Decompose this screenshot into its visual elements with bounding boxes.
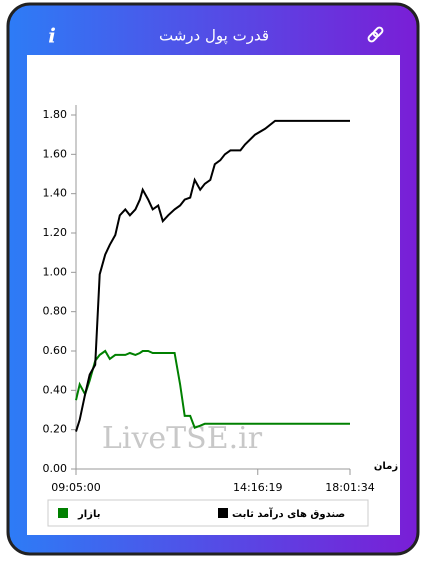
- y-tick-label: 1.00: [43, 265, 68, 278]
- series-line: [75, 349, 350, 429]
- legend-label: بازار: [77, 509, 100, 520]
- series-line: [75, 119, 350, 432]
- y-tick-label: 1.80: [43, 108, 68, 121]
- info-button[interactable]: i: [48, 24, 56, 48]
- legend-swatch: [58, 508, 68, 518]
- x-axis-label: زمان: [374, 461, 398, 472]
- chart-panel: [27, 55, 400, 535]
- y-tick-label: 1.60: [43, 147, 68, 160]
- header-title: قدرت پول درشت: [159, 27, 269, 46]
- y-tick-label: 1.20: [43, 226, 68, 239]
- link-icon[interactable]: [367, 26, 384, 43]
- x-tick-label: 09:05:00: [51, 481, 100, 494]
- y-tick-label: 0.40: [43, 383, 68, 396]
- x-tick-label: 14:16:19: [233, 481, 282, 494]
- legend-label: صندوق های درآمد ثابت: [232, 507, 345, 520]
- y-tick-label: 0.60: [43, 344, 68, 357]
- y-tick-label: 0.20: [43, 423, 68, 436]
- legend-swatch: [218, 508, 228, 518]
- x-tick-label: 18:01:34: [325, 481, 374, 494]
- y-tick-label: 0.00: [43, 462, 68, 475]
- y-tick-label: 0.80: [43, 305, 68, 318]
- y-tick-label: 1.40: [43, 187, 68, 200]
- legend: [47, 499, 369, 527]
- watermark: LiveTSE.ir: [102, 421, 263, 456]
